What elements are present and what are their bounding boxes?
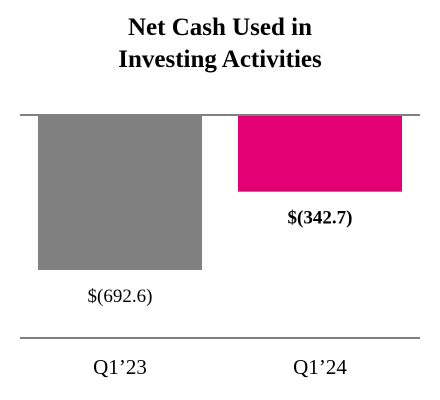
x-tick-label-1: Q1’23 xyxy=(93,355,147,379)
data-label-1: $(692.6) xyxy=(88,286,153,307)
chart-title-line-2: Investing Activities xyxy=(118,46,322,73)
bar-2 xyxy=(238,115,402,192)
bar-1 xyxy=(38,115,202,270)
chart-title-line-1: Net Cash Used in xyxy=(127,14,313,41)
x-tick-label-2: Q1’24 xyxy=(293,355,347,379)
chart-title: Net Cash Used in Investing Activities xyxy=(0,12,440,76)
data-label-2: $(342.7) xyxy=(288,208,353,229)
